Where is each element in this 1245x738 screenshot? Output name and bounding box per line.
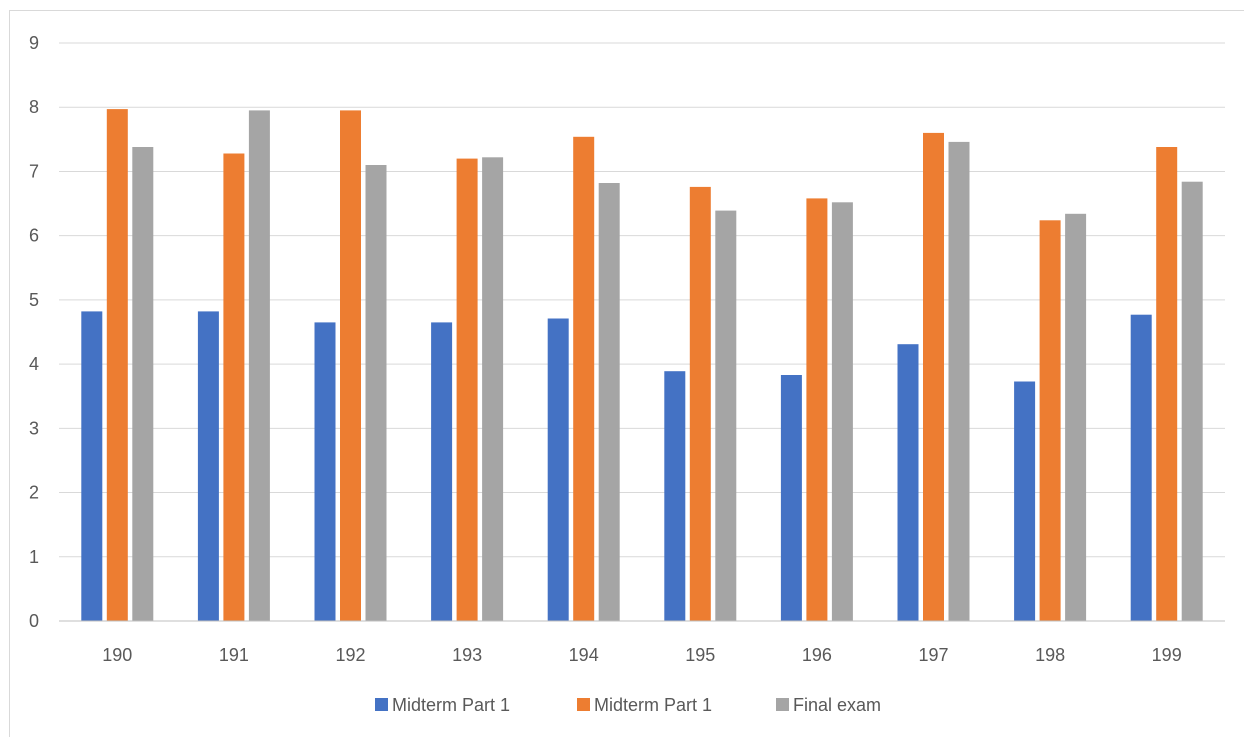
- x-tick-label: 190: [102, 645, 132, 665]
- y-tick-label: 9: [29, 33, 39, 53]
- bar-series-2-190: [106, 109, 128, 621]
- bar-series-1-195: [664, 371, 686, 621]
- x-tick-label: 196: [802, 645, 832, 665]
- legend-label: Final exam: [793, 695, 881, 715]
- x-tick-label: 191: [219, 645, 249, 665]
- legend: Midterm Part 1 Midterm Part 1 Final exam: [375, 695, 881, 715]
- legend-label: Midterm Part 1: [392, 695, 510, 715]
- y-tick-label: 0: [29, 611, 39, 631]
- bar-series-3-192: [365, 165, 387, 621]
- bar-series-2-197: [923, 132, 944, 621]
- legend-label: Midterm Part 1: [594, 695, 712, 715]
- bars: [81, 109, 1203, 622]
- legend-swatch: [776, 698, 789, 711]
- bar-series-2-199: [1156, 147, 1178, 621]
- bar-series-1-198: [1014, 381, 1036, 621]
- y-tick-label: 1: [29, 547, 39, 567]
- x-tick-label: 197: [918, 645, 948, 665]
- x-tick-label: 198: [1035, 645, 1065, 665]
- bar-series-3-196: [831, 202, 853, 622]
- bar-series-2-196: [806, 198, 828, 621]
- y-tick-label: 2: [29, 483, 39, 503]
- x-axis-tick-labels: 190 191 192 193 194 195 196 197 198 199: [102, 645, 1181, 665]
- bar-series-3-195: [715, 210, 737, 621]
- bar-series-3-194: [598, 183, 620, 621]
- bar-series-2-192: [340, 110, 361, 622]
- y-tick-label: 6: [29, 226, 39, 246]
- bar-series-3-199: [1181, 181, 1203, 621]
- x-tick-label: 195: [685, 645, 715, 665]
- bar-series-2-194: [573, 136, 595, 622]
- x-tick-label: 194: [569, 645, 599, 665]
- bar-series-3-190: [132, 147, 154, 621]
- x-tick-label: 192: [335, 645, 365, 665]
- bar-series-2-191: [223, 153, 245, 621]
- y-tick-label: 8: [29, 97, 39, 117]
- legend-swatch: [375, 698, 388, 711]
- bar-series-3-191: [248, 110, 270, 622]
- bar-series-1-197: [897, 344, 919, 621]
- bar-series-2-195: [689, 186, 711, 621]
- bar-series-1-192: [314, 322, 336, 621]
- x-tick-label: 193: [452, 645, 482, 665]
- y-tick-label: 4: [29, 354, 39, 374]
- y-axis-tick-labels: 0 1 2 3 4 5 6 7 8 9: [29, 33, 39, 631]
- y-tick-label: 3: [29, 418, 39, 438]
- y-tick-label: 7: [29, 161, 39, 181]
- bar-series-1-190: [81, 311, 103, 621]
- y-tick-label: 5: [29, 290, 39, 310]
- bar-series-1-191: [197, 311, 219, 621]
- bar-series-1-194: [547, 318, 569, 621]
- bar-series-3-193: [482, 157, 504, 622]
- bar-series-1-193: [431, 322, 453, 621]
- bar-series-3-198: [1065, 213, 1087, 622]
- bar-series-1-199: [1130, 314, 1152, 621]
- bar-series-2-198: [1039, 220, 1061, 622]
- x-tick-label: 199: [1152, 645, 1182, 665]
- legend-swatch: [577, 698, 590, 711]
- bar-series-3-197: [948, 141, 970, 621]
- bar-series-1-196: [780, 375, 802, 621]
- bar-series-2-193: [456, 158, 478, 621]
